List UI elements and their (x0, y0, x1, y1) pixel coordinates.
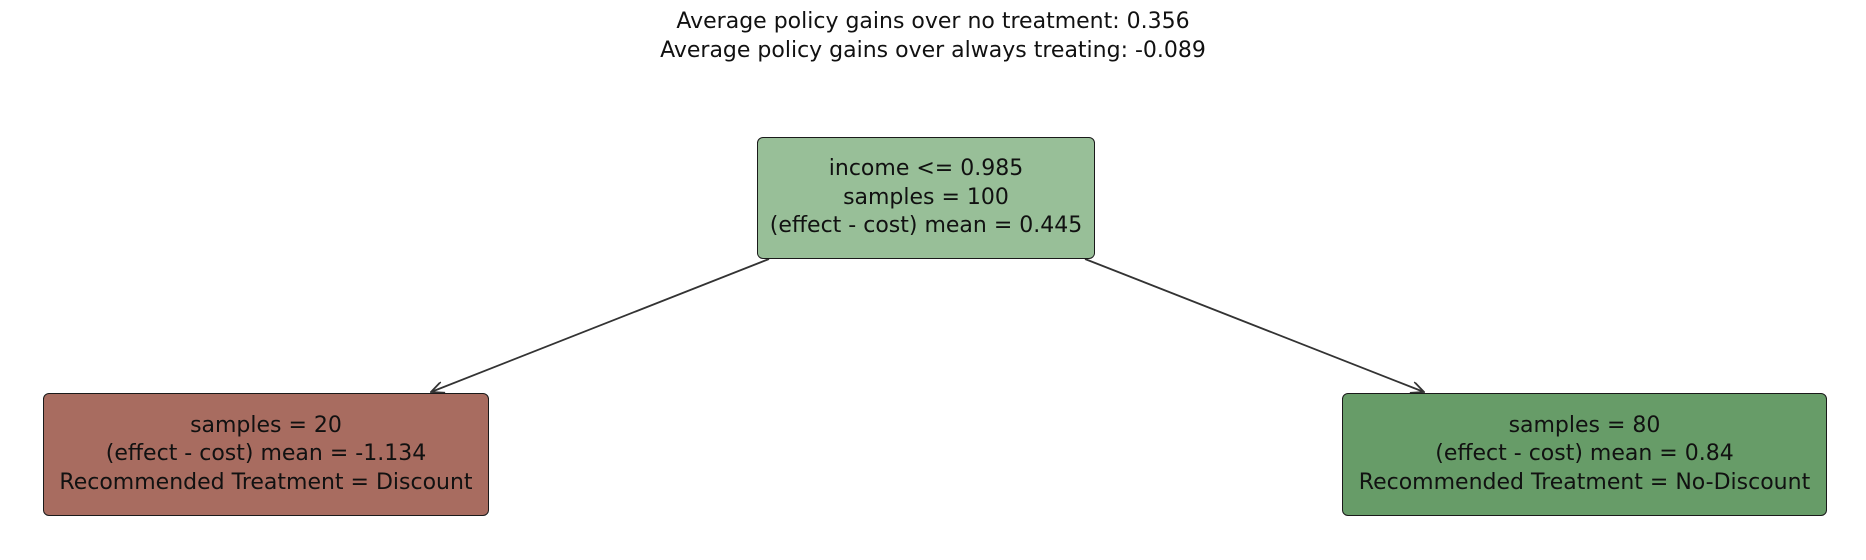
root-samples-label: samples = 100 (843, 184, 1009, 210)
left-treatment-label: Recommended Treatment = Discount (59, 469, 473, 495)
right-treatment-label: Recommended Treatment = No-Discount (1358, 469, 1811, 495)
right-samples-label: samples = 80 (1508, 412, 1661, 438)
tree-node-root: income <= 0.985 samples = 100 (effect - … (757, 137, 1095, 259)
edge-root-to-left (431, 258, 770, 392)
tree-node-right-leaf: samples = 80 (effect - cost) mean = 0.84… (1342, 393, 1827, 516)
title-line-1: Average policy gains over no treatment: … (676, 9, 1190, 34)
right-mean-label: (effect - cost) mean = 0.84 (1435, 441, 1734, 467)
edge-root-to-right (1084, 258, 1424, 392)
title-line-2: Average policy gains over always treatin… (660, 38, 1206, 63)
root-mean-label: (effect - cost) mean = 0.445 (769, 213, 1083, 239)
root-split-label: income <= 0.985 (828, 156, 1024, 182)
left-samples-label: samples = 20 (190, 412, 342, 438)
tree-node-left-leaf: samples = 20 (effect - cost) mean = -1.1… (43, 393, 489, 516)
left-mean-label: (effect - cost) mean = -1.134 (105, 441, 427, 467)
